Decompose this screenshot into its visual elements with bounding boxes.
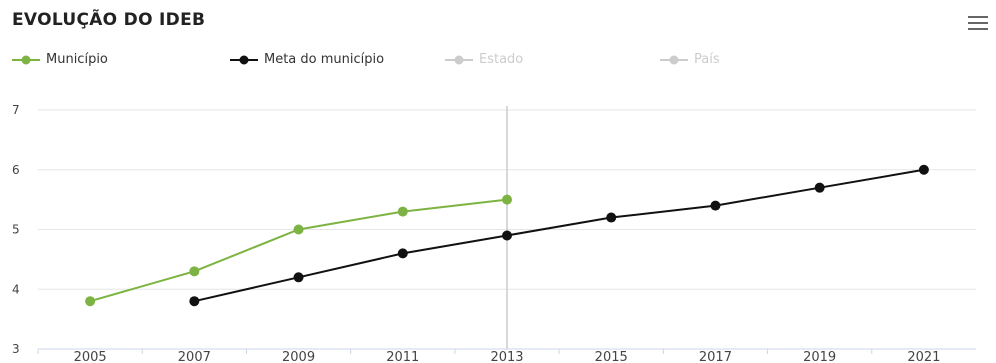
x-tick-label: 2019 (803, 350, 836, 363)
hamburger-menu-icon[interactable] (968, 16, 988, 32)
data-point (710, 200, 721, 211)
y-tick-label: 4 (12, 282, 20, 296)
y-tick-label: 7 (12, 103, 20, 117)
y-tick-label: 6 (12, 163, 20, 177)
legend-line-icon (230, 55, 258, 65)
legend-item-municipio[interactable]: Município (12, 52, 108, 68)
series-line (89, 198, 508, 303)
data-point (85, 296, 96, 307)
legend-label: Meta do município (264, 52, 385, 67)
data-point (293, 224, 304, 235)
x-tick-label: 2015 (595, 350, 628, 363)
data-point (189, 266, 200, 277)
data-point (606, 212, 617, 223)
legend-line-icon (12, 55, 40, 65)
legend-item-pais[interactable]: País (660, 52, 720, 68)
legend-label: País (694, 52, 720, 67)
data-point (918, 164, 929, 175)
data-point (189, 296, 200, 307)
y-tick-label: 3 (12, 342, 20, 356)
y-tick-label: 5 (12, 223, 20, 237)
x-tick-label: 2009 (282, 350, 315, 363)
data-point (814, 182, 825, 193)
x-tick-label: 2017 (699, 350, 732, 363)
x-tick-label: 2005 (74, 350, 107, 363)
data-point (397, 206, 408, 217)
legend-label: Município (46, 52, 108, 67)
x-tick-label: 2021 (907, 350, 940, 363)
x-tick-label: 2013 (490, 350, 523, 363)
data-point (293, 272, 304, 283)
legend-label: Estado (479, 52, 524, 67)
legend-line-icon (445, 55, 473, 65)
legend-item-estado[interactable]: Estado (445, 52, 523, 68)
x-tick-label: 2011 (386, 350, 419, 363)
data-point (502, 230, 512, 241)
data-point (502, 194, 512, 205)
series-line (194, 168, 925, 303)
x-tick-label: 2007 (178, 350, 211, 363)
legend-item-meta-do-municipio[interactable]: Meta do município (230, 52, 384, 68)
data-point (397, 248, 408, 259)
legend-line-icon (660, 55, 688, 65)
chart-title: EVOLUÇÃO DO IDEB (12, 10, 206, 30)
